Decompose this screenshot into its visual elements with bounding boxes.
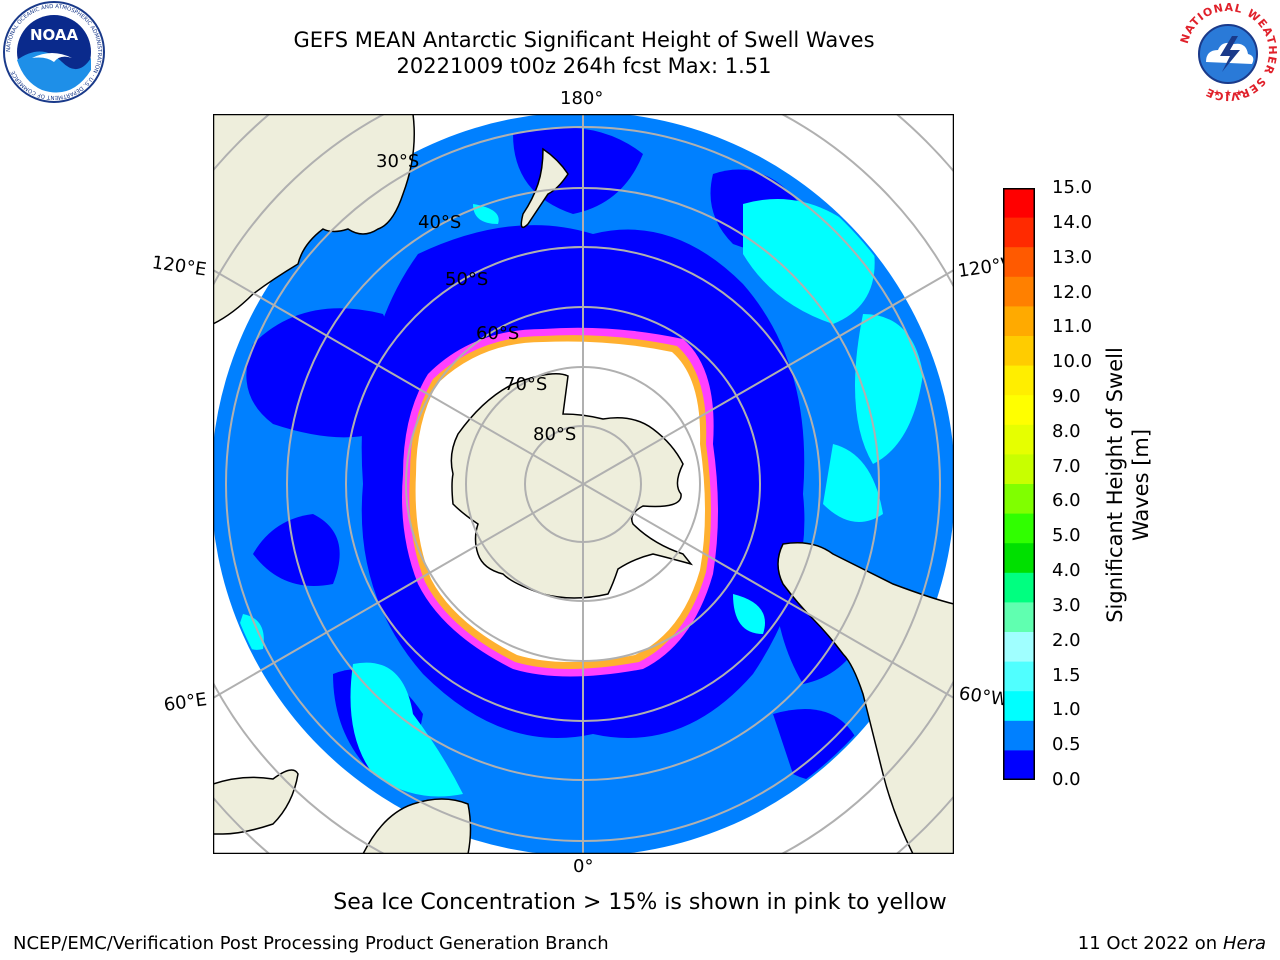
- colorbar-tick-label: 5.0: [1052, 525, 1081, 547]
- colorbar-tick-label: 6.0: [1052, 490, 1081, 512]
- colorbar-band: [1003, 602, 1035, 633]
- colorbar-band: [1003, 276, 1035, 307]
- colorbar-tick-label: 1.0: [1052, 699, 1081, 721]
- lat-label-80s: 80°S: [533, 424, 577, 445]
- lat-label-70s: 70°S: [504, 374, 548, 395]
- colorbar-band: [1003, 632, 1035, 663]
- colorbar-tick-label: 2.0: [1052, 629, 1081, 651]
- colorbar-band: [1003, 691, 1035, 722]
- lat-label-40s: 40°S: [418, 212, 462, 233]
- svg-text:★ ★ ★: ★ ★ ★: [1213, 89, 1243, 99]
- nws-logo: NATIONAL WEATHER SERVICE ★ ★ ★: [1178, 1, 1278, 103]
- lat-label-50s: 50°S: [445, 269, 489, 290]
- colorbar-tick-label: 8.0: [1052, 420, 1081, 442]
- colorbar-band: [1003, 750, 1035, 780]
- colorbar-band: [1003, 424, 1035, 455]
- footer-credit: NCEP/EMC/Verification Post Processing Pr…: [13, 933, 609, 954]
- graticule: [213, 114, 954, 854]
- colorbar-band: [1003, 513, 1035, 544]
- colorbar-tick-label: 9.0: [1052, 385, 1081, 407]
- colorbar-tick-label: 15.0: [1052, 177, 1093, 198]
- noaa-logo-text: NOAA: [30, 26, 79, 44]
- australia-land: [213, 114, 415, 325]
- colorbar-band: [1003, 247, 1035, 278]
- colorbar-band: [1003, 720, 1035, 751]
- colorbar-band: [1003, 365, 1035, 396]
- colorbar-tick-label: 7.0: [1052, 455, 1081, 477]
- map-border: [213, 114, 954, 854]
- colorbar-title: Significant Height of Swell Waves [m]: [1103, 347, 1153, 623]
- colorbar-tick-label: 11.0: [1052, 316, 1093, 338]
- colorbar-band: [1003, 543, 1035, 574]
- colorbar-tick-label: 10.0: [1052, 351, 1093, 373]
- chart-title-line-2: 20221009 t00z 264h fcst Max: 1.51: [396, 54, 772, 78]
- colorbar-tick-label: 0.0: [1052, 769, 1081, 790]
- antarctica-land: [450, 373, 694, 599]
- lon-label-60e: 60°E: [162, 689, 209, 716]
- lon-label-120e: 120°E: [150, 252, 208, 281]
- colorbar-band: [1003, 661, 1035, 692]
- colorbar-tick-label: 3.0: [1052, 594, 1081, 616]
- colorbar-band: [1003, 572, 1035, 603]
- colorbar-tick-label: 13.0: [1052, 246, 1093, 268]
- colorbar-band: [1003, 454, 1035, 485]
- polar-map: [213, 114, 954, 854]
- colorbar-tick-label: 4.0: [1052, 560, 1081, 582]
- lat-label-60s: 60°S: [476, 323, 520, 344]
- colorbar-band: [1003, 395, 1035, 426]
- colorbar-band: [1003, 336, 1035, 367]
- lon-label-60w: 60°W: [957, 683, 1010, 711]
- swell-mid-zone: [743, 199, 875, 324]
- lon-label-180: 180°: [560, 88, 604, 109]
- colorbar-band: [1003, 217, 1035, 248]
- colorbar-tick-label: 0.5: [1052, 734, 1081, 756]
- chart-title-line-1: GEFS MEAN Antarctic Significant Height o…: [293, 28, 875, 52]
- colorbar-tick-label: 1.5: [1052, 664, 1081, 686]
- footer-date: 11 Oct 2022 on Hera: [1077, 933, 1266, 954]
- south-america-land: [777, 542, 954, 854]
- colorbar-tick-label: 14.0: [1052, 211, 1093, 233]
- colorbar-tick-label: 12.0: [1052, 281, 1093, 303]
- sea-ice-note: Sea Ice Concentration > 15% is shown in …: [333, 890, 947, 915]
- colorbar-band: [1003, 306, 1035, 337]
- colorbar-band: [1003, 484, 1035, 515]
- noaa-logo: NOAA NATIONAL OCEANIC AND ATMOSPHERIC AD…: [3, 1, 105, 103]
- lon-label-0: 0°: [573, 856, 594, 877]
- new-zealand-land: [520, 147, 569, 229]
- lat-label-30s: 30°S: [376, 151, 420, 172]
- colorbar-band: [1003, 188, 1035, 219]
- colorbar: [1003, 188, 1035, 780]
